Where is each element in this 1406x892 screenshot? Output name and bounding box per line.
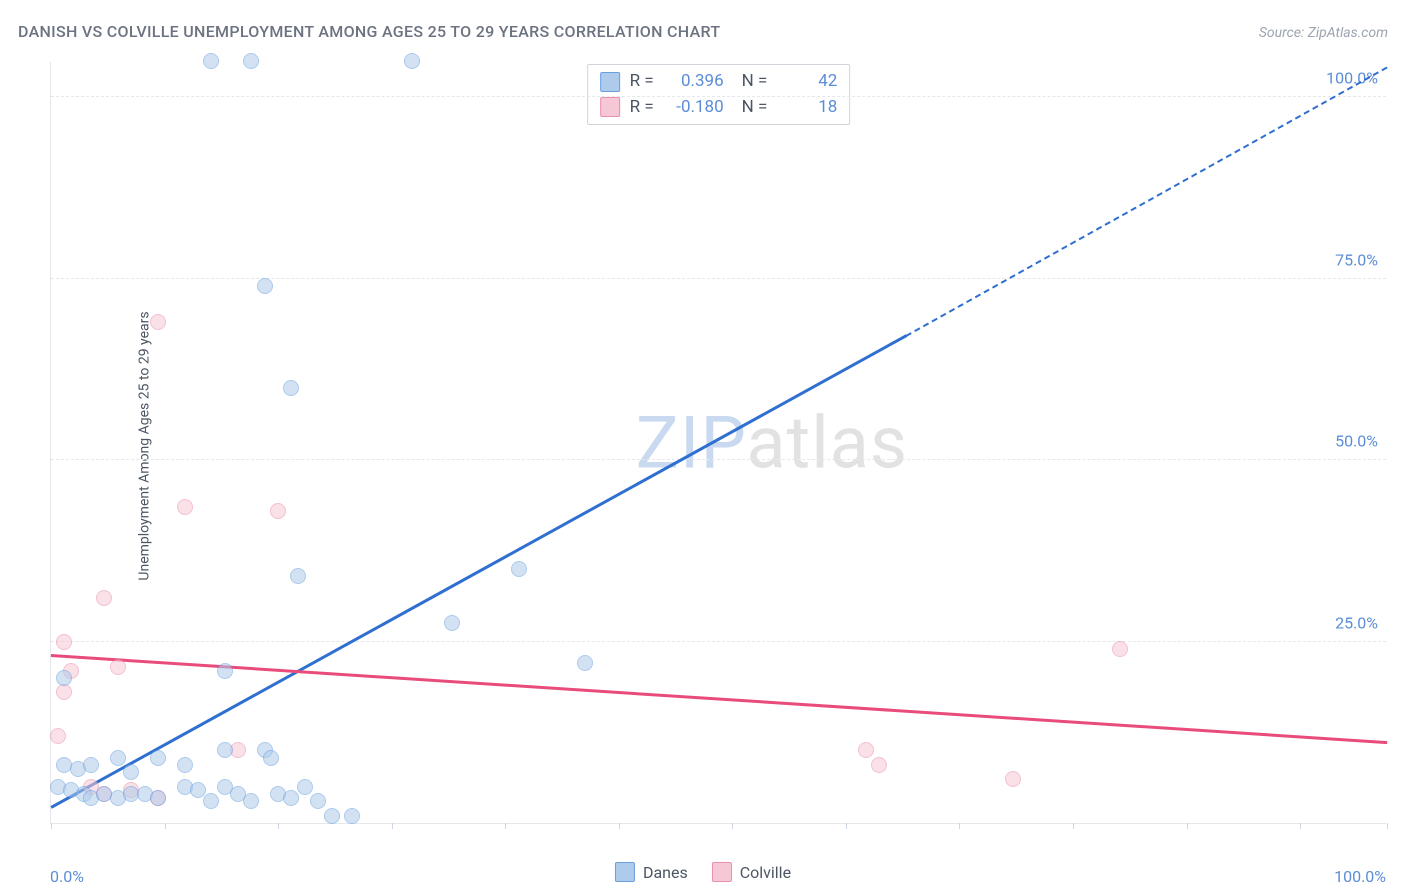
data-point	[96, 590, 112, 606]
x-tick	[51, 823, 52, 829]
gridline-h	[51, 641, 1386, 642]
data-point	[257, 278, 273, 294]
data-point	[243, 53, 259, 69]
legend: Danes Colville	[615, 862, 791, 882]
source-attribution: Source: ZipAtlas.com	[1259, 25, 1388, 41]
gridline-h	[51, 278, 1386, 279]
legend-item: Danes	[615, 862, 688, 882]
data-point	[1112, 641, 1128, 657]
legend-label: Danes	[643, 863, 688, 882]
data-point	[190, 782, 206, 798]
gridline-h	[51, 459, 1386, 460]
data-point	[203, 53, 219, 69]
data-point	[263, 750, 279, 766]
data-point	[110, 750, 126, 766]
legend-swatch	[712, 862, 732, 882]
data-point	[283, 380, 299, 396]
data-point	[83, 757, 99, 773]
x-tick	[1187, 823, 1188, 829]
watermark: ZIPatlas	[636, 400, 908, 485]
chart-title: DANISH VS COLVILLE UNEMPLOYMENT AMONG AG…	[18, 22, 720, 41]
data-point	[50, 728, 66, 744]
data-point	[444, 615, 460, 631]
data-point	[203, 793, 219, 809]
x-tick	[846, 823, 847, 829]
legend-swatch	[615, 862, 635, 882]
r-label: R =	[630, 69, 654, 95]
data-point	[310, 793, 326, 809]
x-tick	[1073, 823, 1074, 829]
watermark-left: ZIP	[636, 400, 747, 485]
stats-row-danes: R = 0.396 N = 42	[600, 69, 838, 95]
data-point	[217, 742, 233, 758]
data-point	[177, 757, 193, 773]
data-point	[1005, 771, 1021, 787]
trendline	[51, 654, 1387, 744]
data-point	[243, 793, 259, 809]
swatch-danes	[600, 72, 620, 92]
x-tick	[1300, 823, 1301, 829]
r-value-colville: -0.180	[664, 95, 724, 121]
data-point	[150, 790, 166, 806]
data-point	[858, 742, 874, 758]
x-tick	[392, 823, 393, 829]
gridline-h	[51, 96, 1386, 97]
x-tick	[619, 823, 620, 829]
data-point	[56, 634, 72, 650]
correlation-stats-box: R = 0.396 N = 42 R = -0.180 N = 18	[587, 64, 851, 125]
x-axis-min-label: 0.0%	[50, 867, 84, 886]
legend-item: Colville	[712, 862, 791, 882]
legend-label: Colville	[740, 863, 791, 882]
watermark-right: atlas	[746, 400, 908, 485]
data-point	[404, 53, 420, 69]
y-tick-label: 75.0%	[1335, 250, 1378, 269]
r-label: R =	[630, 95, 654, 121]
x-tick	[165, 823, 166, 829]
y-tick-label: 50.0%	[1335, 432, 1378, 451]
n-label: N =	[742, 69, 768, 95]
trendline	[50, 334, 906, 808]
x-tick	[278, 823, 279, 829]
data-point	[344, 808, 360, 824]
x-tick	[505, 823, 506, 829]
y-tick-label: 25.0%	[1335, 613, 1378, 632]
chart-header: DANISH VS COLVILLE UNEMPLOYMENT AMONG AG…	[18, 22, 1388, 41]
data-point	[56, 670, 72, 686]
x-tick	[1387, 823, 1388, 829]
data-point	[150, 750, 166, 766]
data-point	[290, 568, 306, 584]
n-value-colville: 18	[777, 95, 837, 121]
x-axis-max-label: 100.0%	[1334, 867, 1386, 886]
data-point	[56, 684, 72, 700]
data-point	[283, 790, 299, 806]
data-point	[123, 764, 139, 780]
data-point	[297, 779, 313, 795]
data-point	[577, 655, 593, 671]
scatter-plot-area: ZIPatlas R = 0.396 N = 42 R = -0.180 N =…	[50, 62, 1386, 824]
x-tick	[732, 823, 733, 829]
data-point	[217, 663, 233, 679]
data-point	[110, 659, 126, 675]
data-point	[511, 561, 527, 577]
data-point	[150, 314, 166, 330]
x-tick	[959, 823, 960, 829]
data-point	[871, 757, 887, 773]
n-value-danes: 42	[777, 69, 837, 95]
trendline-dashed	[906, 66, 1388, 336]
data-point	[324, 808, 340, 824]
r-value-danes: 0.396	[664, 69, 724, 95]
data-point	[177, 499, 193, 515]
stats-row-colville: R = -0.180 N = 18	[600, 95, 838, 121]
data-point	[270, 503, 286, 519]
n-label: N =	[742, 95, 768, 121]
swatch-colville	[600, 97, 620, 117]
